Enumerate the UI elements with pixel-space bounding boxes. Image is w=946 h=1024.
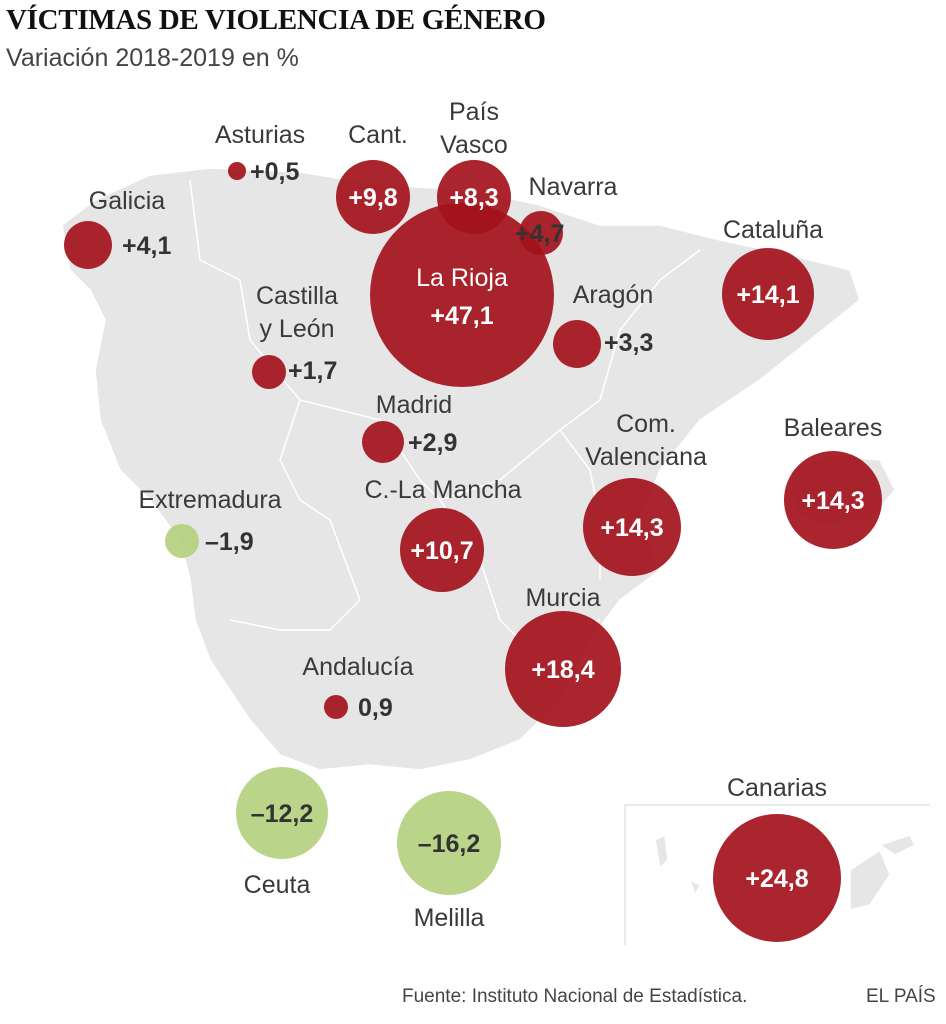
value-label-ceuta: –12,2 — [251, 800, 314, 828]
region-label-pais-vasco: Vasco — [440, 131, 508, 159]
canarias-island-4 — [878, 834, 917, 856]
bubble-murcia — [505, 611, 621, 727]
region-label-extremadura: Extremadura — [138, 486, 281, 514]
chart-subtitle: Variación 2018-2019 en % — [6, 44, 299, 72]
region-label-asturias: Asturias — [215, 121, 305, 149]
bubble-asturias — [228, 162, 246, 180]
region-label-baleares: Baleares — [784, 414, 883, 442]
bubble-ceuta — [236, 767, 328, 859]
value-label-murcia: +18,4 — [531, 656, 594, 684]
bubble-extremadura — [165, 524, 199, 558]
brand-logo: EL PAÍS — [866, 986, 936, 1007]
region-label-madrid: Madrid — [376, 391, 452, 419]
value-label-com-valenciana: +14,3 — [600, 514, 663, 542]
value-label-cataluna: +14,1 — [736, 281, 799, 309]
region-label-cantabria: Cant. — [348, 121, 408, 149]
value-label-baleares: +14,3 — [801, 487, 864, 515]
value-label-madrid: +2,9 — [408, 429, 457, 457]
bubble-castilla-la-mancha — [400, 508, 484, 592]
bubble-baleares — [784, 451, 882, 549]
value-label-asturias: +0,5 — [250, 158, 299, 186]
value-label-cantabria: +9,8 — [348, 184, 397, 212]
bubble-la-rioja — [370, 203, 554, 387]
region-label-aragon: Aragón — [573, 281, 654, 309]
region-label-melilla: Melilla — [414, 904, 485, 932]
bubble-madrid — [362, 421, 404, 463]
value-label-extremadura: –1,9 — [205, 528, 254, 556]
value-label-melilla: –16,2 — [418, 830, 481, 858]
region-label-pais-vasco: País — [449, 98, 499, 126]
bubble-melilla — [397, 791, 501, 895]
bubble-com-valenciana — [583, 478, 681, 576]
value-label-canarias: +24,8 — [745, 865, 808, 893]
bubble-castilla-y-leon — [252, 355, 286, 389]
value-label-andalucia: 0,9 — [358, 694, 393, 722]
region-label-cataluna: Cataluña — [723, 216, 823, 244]
region-label-canarias: Canarias — [727, 774, 827, 802]
bubble-cataluna — [722, 248, 814, 340]
canarias-island-2 — [688, 878, 702, 897]
value-label-castilla-y-leon: +1,7 — [288, 357, 337, 385]
value-label-castilla-la-mancha: +10,7 — [410, 537, 473, 565]
value-label-la-rioja: +47,1 — [430, 302, 493, 330]
bubble-galicia — [64, 221, 112, 269]
source-note: Fuente: Instituto Nacional de Estadístic… — [402, 986, 748, 1007]
region-label-castilla-la-mancha: C.-La Mancha — [364, 476, 521, 504]
value-label-pais-vasco: +8,3 — [449, 184, 498, 212]
canarias-island-3 — [849, 848, 891, 911]
region-label-murcia: Murcia — [525, 584, 600, 612]
region-label-navarra: Navarra — [529, 173, 618, 201]
bubble-andalucia — [324, 695, 348, 719]
region-label-castilla-y-leon: Castilla — [256, 282, 338, 310]
bubble-aragon — [553, 320, 601, 368]
region-label-la-rioja: La Rioja — [416, 264, 508, 292]
region-label-galicia: Galicia — [89, 187, 166, 215]
canarias-island-1 — [654, 833, 669, 870]
value-label-navarra: +4,7 — [515, 220, 564, 248]
bubble-canarias — [713, 814, 841, 942]
region-label-com-valenciana: Valenciana — [585, 443, 707, 471]
region-label-andalucia: Andalucía — [302, 653, 413, 681]
region-label-com-valenciana: Com. — [616, 410, 676, 438]
value-label-aragon: +3,3 — [604, 329, 653, 357]
value-label-galicia: +4,1 — [122, 232, 171, 260]
canarias-inset-frame — [624, 804, 930, 945]
region-label-ceuta: Ceuta — [244, 871, 311, 899]
bubble-cantabria — [336, 160, 410, 234]
region-label-castilla-y-leon: y León — [259, 315, 334, 343]
chart-title: VÍCTIMAS DE VIOLENCIA DE GÉNERO — [6, 4, 546, 36]
